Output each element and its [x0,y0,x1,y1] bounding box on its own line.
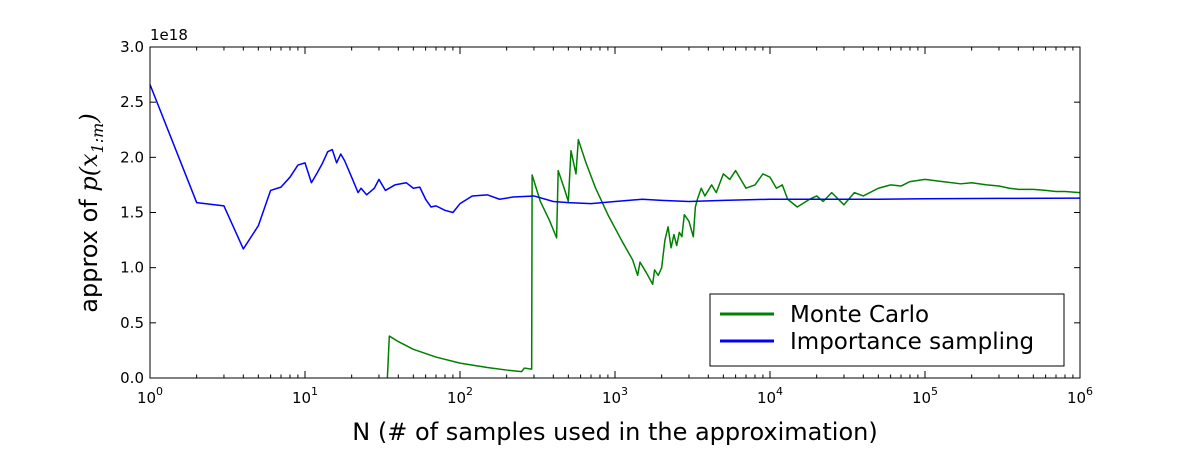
legend-label-importance-sampling: Importance sampling [790,329,1034,355]
x-tick-label: 105 [912,385,938,407]
y-axis-title-subscript: 1:m [88,123,107,154]
y-tick-label: 2.0 [120,148,144,166]
x-tick-label: 102 [447,385,473,407]
x-tick-label: 103 [602,385,628,407]
x-tick-label: 100 [137,385,163,407]
series-line-monte-carlo [386,138,1081,379]
y-tick-label: 1.0 [120,259,144,277]
y-tick-label: 1.5 [120,204,144,222]
y-axis-title-prefix: approx of [75,192,103,313]
y-tick-label: 2.5 [120,93,144,111]
series-line-importance-sampling [149,84,1081,250]
y-tick-label: 0.5 [120,314,144,332]
x-tick-label: 104 [757,385,783,407]
axis-ticks: 0.0 0.5 1.0 1.5 2.0 2.5 3.0 100 101 102 103 104 105 1… [120,38,1093,407]
x-tick-label: 101 [292,385,318,407]
y-multiplier-label: 1e18 [150,26,188,44]
y-tick-label: 3.0 [120,38,144,56]
y-tick-label: 0.0 [120,369,144,387]
legend: Monte Carlo Importance sampling [709,293,1065,367]
series-lines [149,84,1081,379]
y-axis-title-math-close: ) [75,113,103,123]
y-axis-title: approx of p(x1:m) [75,113,107,312]
x-axis-title: N (# of samples used in the approximatio… [352,418,877,446]
y-axis-title-math: p(x [75,153,103,192]
legend-box [709,293,1065,367]
legend-label-monte-carlo: Monte Carlo [790,302,929,328]
x-tick-label: 106 [1067,385,1093,407]
